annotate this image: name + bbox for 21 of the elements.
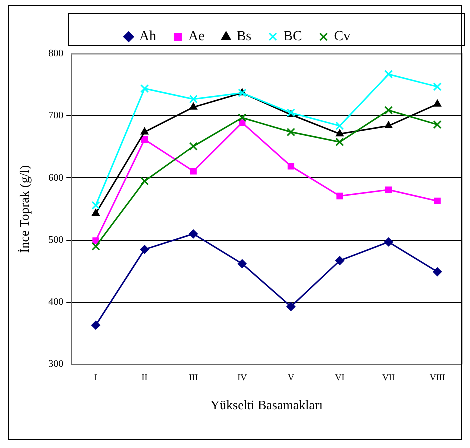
y-tick-label: 700	[48, 110, 64, 122]
legend-label: Ah	[139, 30, 157, 45]
legend-label: BC	[284, 30, 302, 45]
x-tick-label: II	[142, 372, 148, 382]
legend-label: Cv	[334, 30, 351, 45]
x-tick-label: VII	[382, 372, 396, 382]
legend-label: Bs	[236, 30, 252, 45]
x-tick-label: IV	[238, 372, 248, 382]
x-tick-label: V	[288, 372, 295, 382]
y-tick-label: 600	[48, 172, 64, 184]
x-tick-label: III	[189, 372, 198, 382]
y-axis-title: İnce Toprak (g/l)	[17, 165, 32, 254]
y-tick-label: 800	[48, 48, 64, 60]
y-tick-label: 400	[48, 297, 64, 308]
x-axis-title: Yükselti Basamakları	[210, 398, 324, 413]
y-tick-label: 500	[48, 234, 64, 246]
x-tick-label: VI	[335, 372, 345, 382]
legend-label: Ae	[188, 30, 205, 45]
y-tick-label: 300	[48, 359, 64, 370]
x-tick-label: VIII	[430, 372, 446, 382]
x-tick-label: I	[94, 372, 98, 382]
